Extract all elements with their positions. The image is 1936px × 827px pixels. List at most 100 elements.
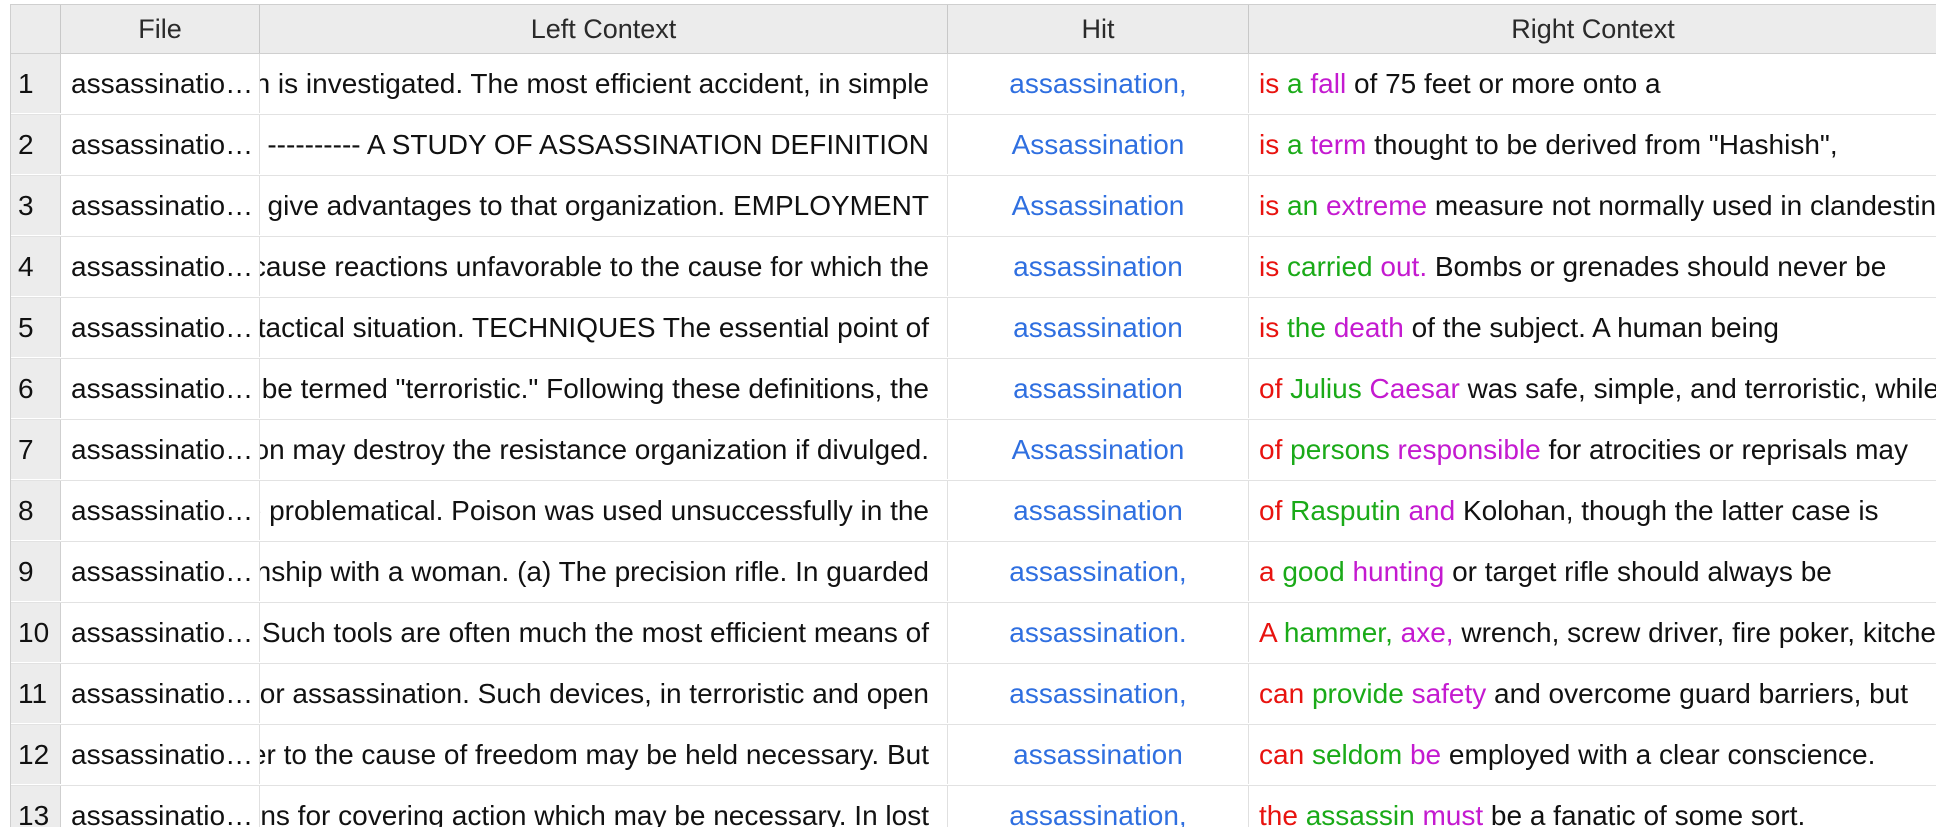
- file-cell: assassination.txt: [61, 603, 260, 662]
- left-context-text: e of the tactical situation. TECHNIQUES …: [260, 312, 929, 343]
- right-context-word-3: fall: [1310, 68, 1347, 99]
- right-context-rest: measure not normally used in clandestine: [1434, 190, 1936, 221]
- file-cell: assassination.txt: [61, 359, 260, 418]
- right-context-rest: Bombs or grenades should never be: [1434, 251, 1887, 282]
- table-row[interactable]: 8 assassination.txt are problematical. Poi…: [11, 481, 1936, 542]
- right-context-cell: of persons responsible for atrocities or…: [1249, 420, 1936, 479]
- table-row[interactable]: 7 assassination.txt tion may destroy the r…: [11, 420, 1936, 481]
- row-number: 4: [11, 237, 61, 296]
- table-row[interactable]: 11 assassination.txt ed for assassination.…: [11, 664, 1936, 725]
- row-number: 7: [11, 420, 61, 479]
- row-number: 3: [11, 176, 61, 235]
- row-number-header[interactable]: [11, 5, 61, 53]
- table-row[interactable]: 9 assassination.txt tionship with a woman.…: [11, 542, 1936, 603]
- right-context-rest: for atrocities or reprisals may: [1548, 434, 1908, 465]
- left-context-text: d. Such tools are often much the most ef…: [260, 617, 929, 648]
- right-context-word-2: assassin: [1305, 800, 1415, 827]
- right-context-word-1: a: [1259, 556, 1275, 587]
- table-row[interactable]: 13 assassination.txt tions for covering ac…: [11, 786, 1936, 827]
- hit-cell: assassination,: [948, 664, 1249, 723]
- right-context-cell: is an extreme measure not normally used …: [1249, 176, 1936, 235]
- right-context-word-1: is: [1259, 312, 1280, 343]
- row-number: 13: [11, 786, 61, 827]
- left-context-cell: ssination is investigated. The most effi…: [260, 54, 948, 113]
- right-context-word-1: of: [1259, 495, 1283, 526]
- left-context-text: ch could give advantages to that organiz…: [260, 190, 929, 221]
- right-context-word-2: carried: [1287, 251, 1373, 282]
- right-context-word-3: hunting: [1352, 556, 1445, 587]
- file-cell: assassination.txt: [61, 237, 260, 296]
- right-context-word-3: death: [1333, 312, 1404, 343]
- row-number: 10: [11, 603, 61, 662]
- right-context-word-3: be: [1409, 739, 1442, 770]
- hit-cell: assassination.: [948, 603, 1249, 662]
- right-context-word-3: axe,: [1400, 617, 1454, 648]
- right-context-word-1: is: [1259, 129, 1280, 160]
- right-context-rest: or target rifle should always be: [1452, 556, 1832, 587]
- row-number: 8: [11, 481, 61, 540]
- right-context-word-2: provide: [1311, 678, 1404, 709]
- row-number: 2: [11, 115, 61, 174]
- row-number: 11: [11, 664, 61, 723]
- right-context-cell: the assassin must be a fanatic of some s…: [1249, 786, 1936, 827]
- hit-column-header[interactable]: Hit: [948, 5, 1249, 53]
- right-context-word-2: hammer,: [1283, 617, 1393, 648]
- right-context-word-3: must: [1422, 800, 1484, 827]
- right-context-word-1: the: [1259, 800, 1298, 827]
- right-context-column-header[interactable]: Right Context: [1511, 14, 1675, 44]
- row-number: 9: [11, 542, 61, 601]
- right-context-word-1: can: [1259, 739, 1305, 770]
- row-number: 5: [11, 298, 61, 357]
- left-context-cell: are problematical. Poison was used unsuc…: [260, 481, 948, 540]
- right-context-word-2: a: [1287, 129, 1303, 160]
- left-context-cell: tion may destroy the resistance organiza…: [260, 420, 948, 479]
- file-cell: assassination.txt: [61, 298, 260, 357]
- hit-cell: assassination,: [948, 54, 1249, 113]
- right-context-word-2: Julius: [1290, 373, 1362, 404]
- file-cell: assassination.txt: [61, 664, 260, 723]
- hit-cell: assassination: [948, 725, 1249, 784]
- left-context-text: tions for covering action which may be n…: [260, 800, 929, 827]
- file-cell: assassination.txt: [61, 420, 260, 479]
- right-context-cell: of Julius Caesar was safe, simple, and t…: [1249, 359, 1936, 418]
- right-context-word-2: Rasputin: [1290, 495, 1401, 526]
- right-context-word-2: the: [1287, 312, 1326, 343]
- right-context-word-3: and: [1408, 495, 1456, 526]
- left-context-text: murder to the cause of freedom may be he…: [260, 739, 929, 770]
- left-context-text: ---------- A STUDY OF ASSASSINATION DEFI…: [267, 129, 929, 160]
- file-cell: assassination.txt: [61, 725, 260, 784]
- right-context-word-3: out.: [1380, 251, 1428, 282]
- hit-cell: assassination: [948, 237, 1249, 296]
- left-context-cell: e of the tactical situation. TECHNIQUES …: [260, 298, 948, 357]
- row-number: 1: [11, 54, 61, 113]
- right-context-cell: is carried out. Bombs or grenades should…: [1249, 237, 1936, 296]
- table-row[interactable]: 2 assassination.txt ---------- A STUDY OF …: [11, 115, 1936, 176]
- file-cell: assassination.txt: [61, 542, 260, 601]
- file-column-header[interactable]: File: [61, 5, 260, 53]
- left-context-column-header[interactable]: Left Context: [260, 5, 948, 53]
- right-context-rest: was safe, simple, and terroristic, while: [1467, 373, 1936, 404]
- right-context-word-2: good: [1282, 556, 1345, 587]
- right-context-cell: is a term thought to be derived from "Ha…: [1249, 115, 1936, 174]
- left-context-cell: ought to cause reactions unfavorable to …: [260, 237, 948, 296]
- left-context-text: ght be termed "terroristic." Following t…: [260, 373, 929, 404]
- table-row[interactable]: 12 assassination.txt murder to the cause o…: [11, 725, 1936, 786]
- right-context-word-3: extreme: [1325, 190, 1428, 221]
- right-context-cell: a good hunting or target rifle should al…: [1249, 542, 1936, 601]
- file-cell: assassination.txt: [61, 786, 260, 827]
- right-context-cell: is a fall of 75 feet or more onto a: [1249, 54, 1936, 113]
- table-row[interactable]: 10 assassination.txt d. Such tools are oft…: [11, 603, 1936, 664]
- right-context-rest: Kolohan, though the latter case is: [1462, 495, 1879, 526]
- right-context-word-1: of: [1259, 434, 1283, 465]
- right-context-word-3: Caesar: [1369, 373, 1460, 404]
- hit-cell: Assassination: [948, 420, 1249, 479]
- right-context-rest: of the subject. A human being: [1411, 312, 1779, 343]
- left-context-text: tionship with a woman. (a) The precision…: [260, 556, 929, 587]
- table-row[interactable]: 6 assassination.txt ght be termed "terrori…: [11, 359, 1936, 420]
- file-cell: assassination.txt: [61, 54, 260, 113]
- hit-cell: Assassination: [948, 176, 1249, 235]
